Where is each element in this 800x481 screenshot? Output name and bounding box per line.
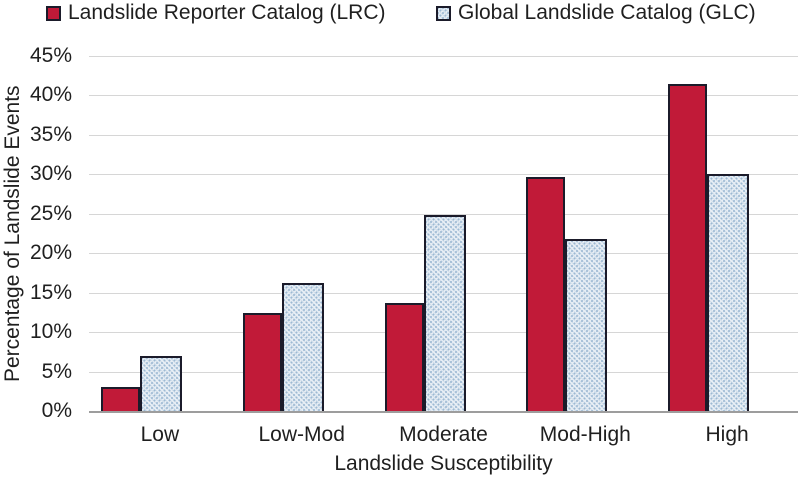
bar-glc-high [707,173,750,411]
y-tick-label-30: 30% [29,162,72,186]
gridline-45 [89,56,798,57]
legend-item-glc: Global Landslide Catalog (GLC) [436,2,756,24]
plot-area [89,56,798,413]
glc-legend-swatch-icon [436,5,451,21]
y-tick-label-15: 15% [29,280,72,304]
bar-lrc-moderate [384,302,424,411]
bar-lrc-low [101,386,140,411]
x-category-label-moderate: Moderate [399,423,488,446]
gridline-30 [89,174,798,176]
y-tick-label-45: 45% [29,44,72,67]
gridline-40 [89,95,798,97]
bar-glc-low-mod [281,283,324,411]
y-tick-label-5: 5% [41,359,72,383]
y-axis-title: Percentage of Landslide Events [1,85,24,382]
x-category-label-mod-high: Mod-High [539,423,631,446]
x-category-label-low: Low [140,423,180,446]
x-category-label-high: High [705,423,749,446]
gridline-35 [89,134,798,136]
bar-lrc-low-mod [242,313,282,411]
legend-label-lrc: Landslide Reporter Catalog (LRC) [68,1,386,24]
bar-glc-low [140,355,182,411]
bar-glc-mod-high [565,239,608,411]
gridline-25 [89,213,798,215]
y-tick-label-10: 10% [29,320,72,344]
y-tick-label-0: 0% [41,399,72,422]
y-tick-label-25: 25% [29,201,72,225]
lrc-legend-swatch-icon [46,5,61,21]
legend-item-lrc: Landslide Reporter Catalog (LRC) [46,2,386,24]
y-tick-label-35: 35% [29,122,72,146]
y-tick-label-40: 40% [29,83,72,107]
x-category-label-low-mod: Low-Mod [258,423,345,446]
bar-lrc-high [668,84,708,411]
legend-label-glc: Global Landslide Catalog (GLC) [458,1,756,24]
bar-glc-moderate [423,215,466,411]
x-axis-title: Landslide Susceptibility [334,452,553,475]
y-tick-label-20: 20% [29,241,72,265]
bar-lrc-mod-high [526,176,566,411]
